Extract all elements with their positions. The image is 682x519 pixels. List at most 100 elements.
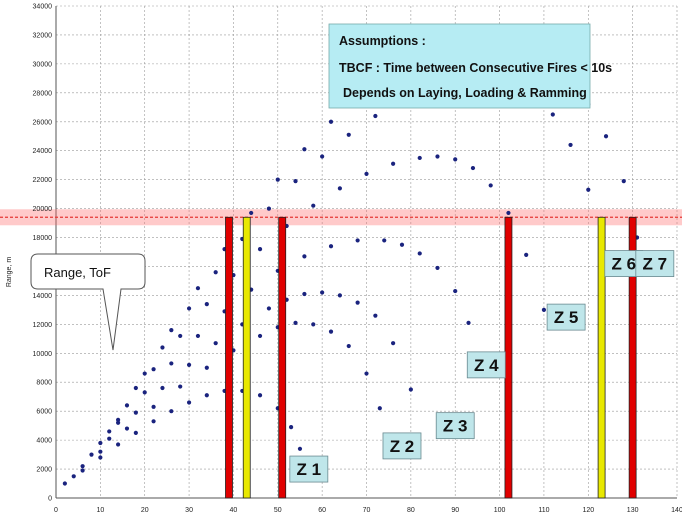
trajectory-point	[107, 429, 112, 434]
trajectory-point	[160, 345, 165, 350]
trajectory-point	[453, 288, 458, 294]
trajectory-point	[288, 424, 294, 430]
zone-line	[242, 216, 251, 499]
x-tick-label: 100	[494, 507, 506, 514]
trajectory-point	[399, 242, 405, 247]
trajectory-point	[186, 400, 192, 405]
assumptions-line-1: TBCF : Time between Consecutive Fires < …	[339, 61, 612, 75]
trajectory-point	[293, 320, 298, 326]
trajectory-point	[586, 187, 591, 192]
trajectory-point	[568, 142, 573, 148]
zone-labels: Z 1 Z 2 Z 3 Z 4 Z 5 Z 6 Z 7	[289, 250, 675, 483]
trajectory-point	[346, 132, 351, 137]
y-tick-label: 24000	[33, 148, 53, 155]
y-tick-label: 12000	[33, 322, 53, 329]
trajectory-point	[346, 343, 351, 349]
x-tick-label: 120	[582, 507, 594, 514]
trajectory-point	[151, 404, 156, 409]
trajectory-point	[80, 464, 85, 469]
trajectory-point	[302, 254, 307, 259]
trajectory-point	[204, 365, 209, 370]
trajectory-point	[178, 384, 183, 389]
trajectory-point	[470, 165, 476, 171]
trajectory-point	[293, 178, 298, 184]
trajectory-point	[550, 112, 555, 117]
trajectory-point	[328, 119, 334, 124]
trajectory-point	[453, 157, 458, 162]
x-tick-label: 20	[141, 507, 149, 514]
reference-band	[0, 209, 682, 226]
assumptions-title: Assumptions :	[339, 34, 426, 48]
zone-label: Z 1	[289, 455, 329, 483]
trajectory-point	[603, 134, 609, 139]
trajectory-point	[151, 367, 156, 372]
trajectory-point	[320, 154, 325, 159]
trajectory-point	[320, 290, 325, 295]
trajectory-point	[204, 301, 209, 307]
x-tick-label: 140	[671, 507, 682, 514]
zone-lines	[225, 216, 637, 499]
trajectory-point	[160, 385, 165, 391]
zone-label-text: Z 5	[554, 308, 579, 327]
trajectory-point	[257, 247, 263, 252]
x-tick-label: 30	[185, 507, 193, 514]
y-axis-label: Range, m	[6, 257, 13, 288]
x-tick-label: 50	[274, 507, 282, 514]
trajectory-point	[488, 183, 493, 188]
trajectory-point	[355, 300, 360, 305]
zone-line	[278, 216, 287, 499]
trajectory-point	[373, 313, 378, 318]
trajectory-point	[186, 362, 192, 367]
zone-line	[597, 216, 606, 499]
x-tick-label: 70	[363, 507, 371, 514]
trajectory-point	[116, 417, 121, 422]
zone-line	[628, 216, 637, 499]
trajectory-point	[541, 307, 547, 312]
trajectory-point	[302, 291, 307, 297]
trajectory-point	[417, 251, 422, 256]
trajectory-point	[377, 406, 382, 411]
trajectory-point	[71, 474, 76, 479]
trajectory-point	[186, 306, 192, 311]
trajectory-point	[337, 186, 342, 191]
trajectory-point	[391, 341, 396, 346]
y-tick-label: 34000	[33, 4, 53, 11]
trajectory-point	[80, 468, 85, 473]
trajectory-point	[337, 293, 342, 298]
trajectory-point	[257, 333, 263, 339]
trajectory-point	[195, 286, 201, 291]
trajectory-point	[107, 436, 112, 441]
trajectory-point	[391, 161, 396, 166]
zone-label: Z 7	[635, 250, 675, 277]
assumptions-note: Assumptions : TBCF : Time between Consec…	[328, 23, 612, 109]
trajectory-point	[62, 481, 67, 486]
trajectory-point	[364, 171, 369, 176]
trajectory-point	[311, 203, 316, 208]
x-tick-label: 40	[230, 507, 238, 514]
trajectory-point	[133, 410, 138, 415]
callout-text: Range, ToF	[44, 265, 111, 280]
zone-label: Z 2	[382, 432, 422, 460]
zone-line	[504, 216, 513, 499]
y-tick-label: 4000	[36, 438, 52, 445]
y-tick-label: 0	[48, 496, 52, 503]
zone-label: Z 5	[546, 303, 586, 331]
x-tick-label: 10	[96, 507, 104, 514]
trajectory-point	[116, 442, 121, 447]
trajectory-point	[364, 371, 369, 376]
trajectory-point	[169, 328, 174, 333]
trajectory-points	[62, 42, 640, 486]
trajectory-point	[116, 420, 121, 425]
zone-label-text: Z 2	[390, 437, 415, 456]
x-tick-label: 0	[54, 507, 58, 514]
zone-label-text: Z 3	[443, 417, 468, 436]
trajectory-point	[213, 341, 218, 346]
y-tick-label: 20000	[33, 206, 53, 213]
trajectory-point	[195, 333, 201, 339]
y-tick-label: 28000	[33, 90, 53, 97]
zone-label: Z 4	[466, 351, 506, 379]
trajectory-point	[142, 371, 147, 376]
trajectory-point	[133, 430, 138, 435]
axis-ticks: 0 10 20 30 40 50 60 70 80 90 100 110 120 130 140 0 2000 4…	[33, 4, 682, 515]
